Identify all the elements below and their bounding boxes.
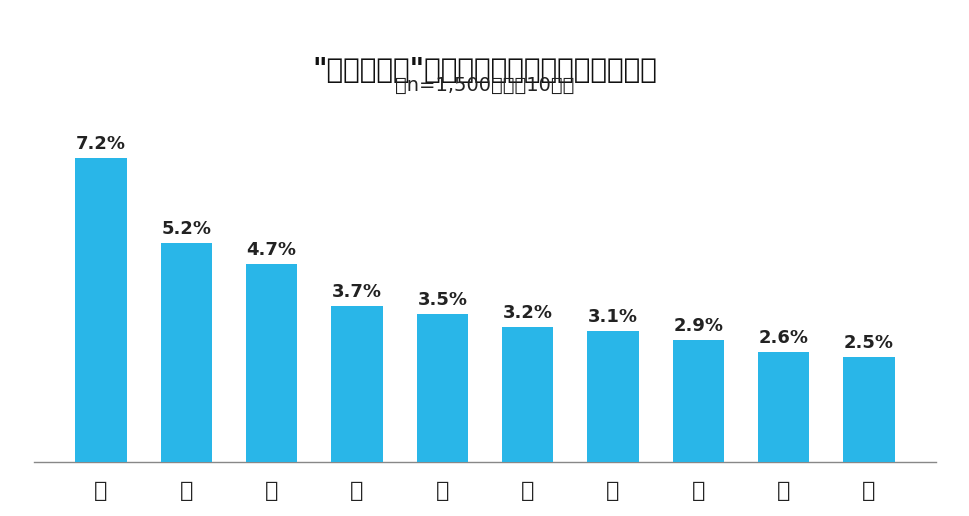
Text: 3.5%: 3.5% xyxy=(417,292,467,310)
Text: 2.6%: 2.6% xyxy=(758,329,808,347)
Text: 2.9%: 2.9% xyxy=(672,317,723,335)
Bar xyxy=(76,158,126,462)
Text: 7.2%: 7.2% xyxy=(76,135,126,153)
Bar xyxy=(672,340,723,462)
Text: （n=1,500、上位10位）: （n=1,500、上位10位） xyxy=(395,76,574,94)
Text: 3.7%: 3.7% xyxy=(331,283,382,301)
Bar xyxy=(331,306,382,462)
Text: 5.2%: 5.2% xyxy=(161,220,211,237)
Text: 3.2%: 3.2% xyxy=(502,304,552,322)
Bar xyxy=(246,264,297,462)
Text: 3.1%: 3.1% xyxy=(587,308,638,326)
Bar xyxy=(417,314,467,462)
Text: 4.7%: 4.7% xyxy=(246,240,297,259)
Text: 2.5%: 2.5% xyxy=(843,334,893,351)
Title: "今年の漢字"に選ばれそうな漢字一文字は？: "今年の漢字"に選ばれそうな漢字一文字は？ xyxy=(312,56,657,84)
Bar xyxy=(587,331,638,462)
Bar xyxy=(502,327,552,462)
Bar xyxy=(161,243,211,462)
Bar xyxy=(758,352,808,462)
Bar xyxy=(843,357,893,462)
